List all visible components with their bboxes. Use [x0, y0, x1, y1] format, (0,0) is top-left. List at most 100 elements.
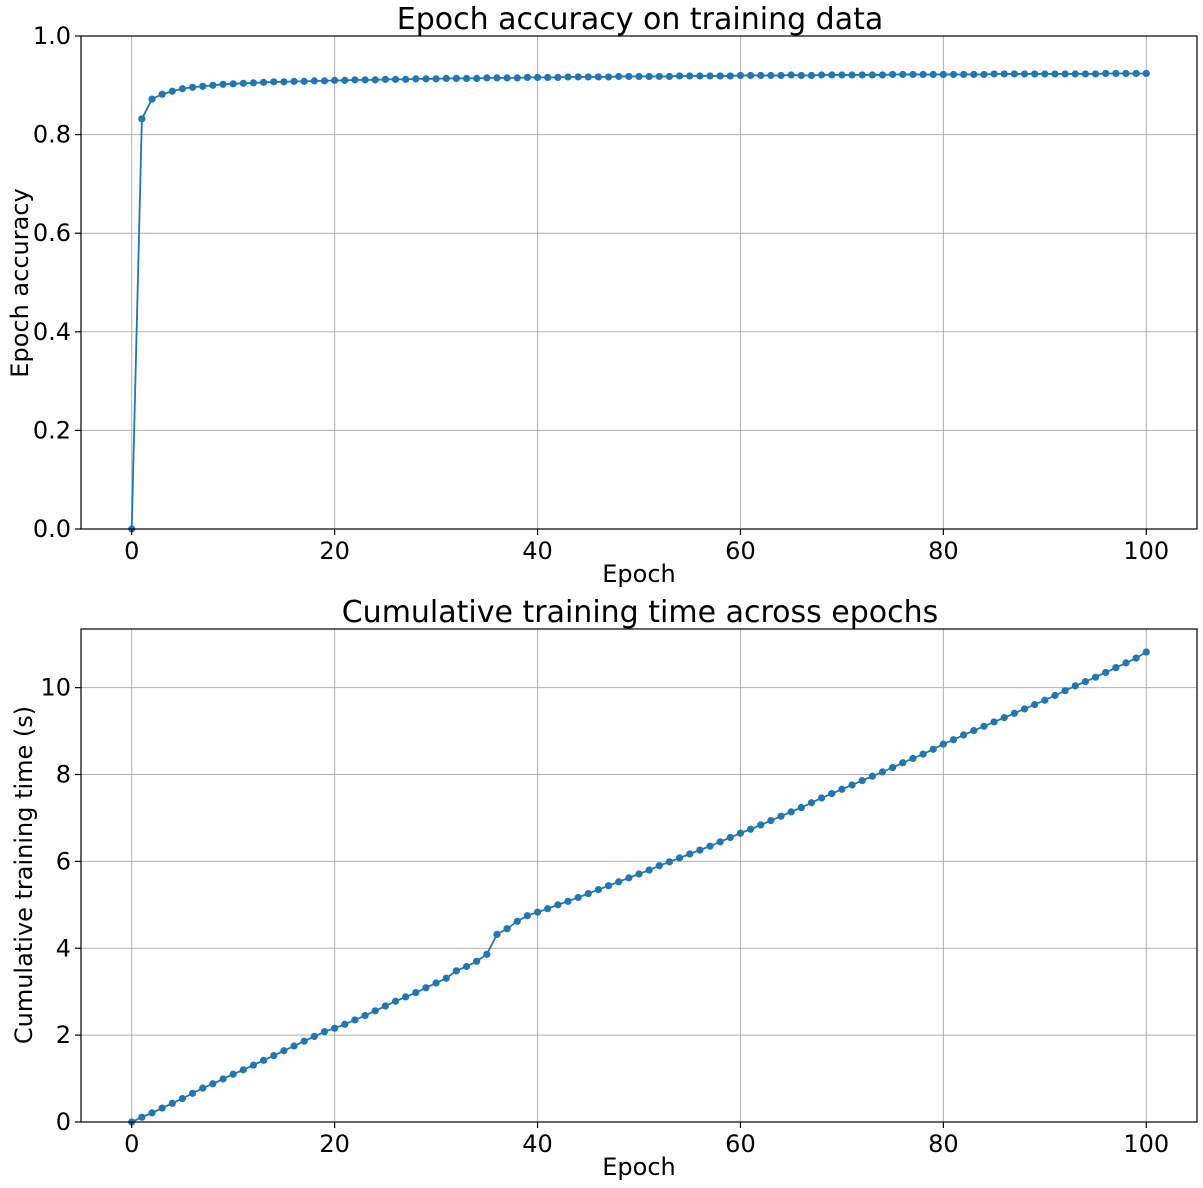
accuracy-data-point	[594, 73, 603, 81]
accuracy-data-point	[1051, 70, 1059, 78]
training-time-data-point	[889, 763, 897, 772]
accuracy-data-point	[736, 71, 745, 80]
training-time-data-point	[523, 912, 532, 920]
accuracy-data-point	[919, 70, 927, 79]
accuracy-data-point	[909, 70, 917, 79]
training-time-data-point	[980, 722, 988, 730]
training-time-x-tick-label: 80	[928, 1130, 959, 1158]
accuracy-data-point	[939, 70, 947, 79]
accuracy-y-tick-label: 0.6	[33, 219, 71, 247]
training-time-data-point	[148, 1109, 156, 1117]
accuracy-data-point	[615, 72, 623, 81]
accuracy-data-point	[1010, 70, 1018, 78]
training-time-data-point	[777, 812, 785, 820]
training-time-series	[128, 648, 1150, 1126]
training-time-data-point	[970, 727, 978, 735]
training-time-data-point	[625, 874, 633, 882]
accuracy-y-tick-label: 0.0	[33, 515, 71, 543]
accuracy-data-point	[1142, 69, 1150, 78]
accuracy-data-point	[422, 75, 430, 83]
accuracy-axes-frame	[80, 35, 1198, 530]
accuracy-data-point	[889, 70, 897, 79]
training-time-data-point	[584, 889, 592, 898]
training-time-data-point	[1000, 714, 1008, 722]
training-time-x-tick-label: 100	[1123, 1130, 1169, 1158]
accuracy-data-point	[199, 82, 207, 90]
training-time-gridlines	[81, 629, 1197, 1123]
accuracy-data-point	[239, 79, 247, 87]
training-time-data-point	[381, 1002, 389, 1010]
training-time-data-point	[615, 878, 623, 886]
accuracy-data-point	[473, 74, 481, 82]
accuracy-series-line	[130, 72, 1147, 530]
accuracy-y-tick-label: 1.0	[33, 22, 71, 50]
training-time-data-point	[422, 984, 430, 992]
training-time-data-point	[645, 866, 653, 874]
accuracy-y-tick-label: 0.2	[33, 416, 71, 444]
training-time-data-point	[990, 718, 998, 726]
training-time-data-point	[402, 993, 410, 1001]
accuracy-data-point	[848, 71, 856, 79]
training-time-data-point	[533, 908, 542, 916]
training-time-data-point	[706, 842, 714, 850]
accuracy-data-point	[310, 77, 318, 85]
training-time-x-tick-label: 60	[725, 1130, 756, 1158]
accuracy-x-ticks: 0 20 40 60 80 100	[124, 529, 1169, 565]
training-time-data-point	[807, 799, 816, 807]
training-time-data-point	[828, 790, 836, 798]
accuracy-data-point	[1091, 70, 1100, 78]
training-time-data-point	[1071, 682, 1079, 690]
accuracy-data-point	[960, 70, 968, 79]
training-time-y-tick-label: 0	[56, 1108, 71, 1136]
training-time-data-point	[929, 745, 937, 753]
accuracy-data-point	[533, 73, 542, 82]
accuracy-y-ticks: 0.0 0.2 0.4 0.6 0.8 1.0	[33, 22, 81, 543]
training-time-data-point	[909, 754, 917, 763]
accuracy-y-axis-label: Epoch accuracy	[6, 188, 34, 377]
accuracy-data-point	[229, 80, 237, 88]
training-time-data-point	[736, 829, 745, 837]
training-time-data-point	[473, 957, 481, 965]
training-time-data-point	[604, 882, 613, 890]
training-time-data-point	[442, 974, 450, 982]
training-time-data-point	[574, 893, 582, 902]
accuracy-data-point	[523, 73, 532, 82]
accuracy-data-point	[696, 72, 704, 80]
accuracy-data-point	[1020, 70, 1029, 78]
training-time-data-point	[818, 794, 826, 802]
accuracy-data-point	[1031, 70, 1039, 78]
training-time-x-tick-label: 40	[522, 1130, 553, 1158]
training-time-data-point	[767, 816, 775, 825]
training-time-data-point	[554, 901, 562, 909]
training-time-data-point	[229, 1070, 237, 1078]
training-time-data-point	[270, 1051, 278, 1060]
training-time-data-point	[493, 930, 501, 938]
accuracy-data-point	[564, 73, 572, 81]
training-time-data-point	[331, 1024, 339, 1032]
accuracy-data-point	[402, 75, 410, 83]
accuracy-data-point	[219, 80, 227, 88]
training-time-data-point	[1142, 648, 1150, 656]
accuracy-y-tick-label: 0.8	[33, 121, 71, 149]
training-time-x-tick-label: 0	[124, 1130, 139, 1158]
training-time-data-point	[1122, 659, 1130, 667]
accuracy-data-point	[726, 72, 734, 80]
accuracy-data-point	[260, 78, 268, 86]
accuracy-x-tick-label: 0	[124, 537, 139, 565]
training-time-data-point	[199, 1084, 207, 1092]
accuracy-data-point	[858, 71, 866, 79]
training-time-data-point	[1020, 705, 1029, 713]
training-time-x-ticks: 0 20 40 60 80 100	[124, 1122, 1169, 1158]
training-time-data-point	[432, 979, 440, 987]
accuracy-data-point	[351, 76, 359, 84]
training-time-chart-title: Cumulative training time across epochs	[342, 595, 939, 630]
accuracy-data-point	[1081, 70, 1089, 78]
accuracy-data-point	[828, 71, 836, 79]
accuracy-data-point	[838, 71, 846, 79]
accuracy-data-point	[970, 70, 978, 79]
accuracy-data-point	[990, 70, 998, 78]
training-time-data-point	[503, 925, 511, 933]
training-time-axes-frame	[80, 628, 1198, 1123]
accuracy-data-point	[554, 73, 562, 82]
